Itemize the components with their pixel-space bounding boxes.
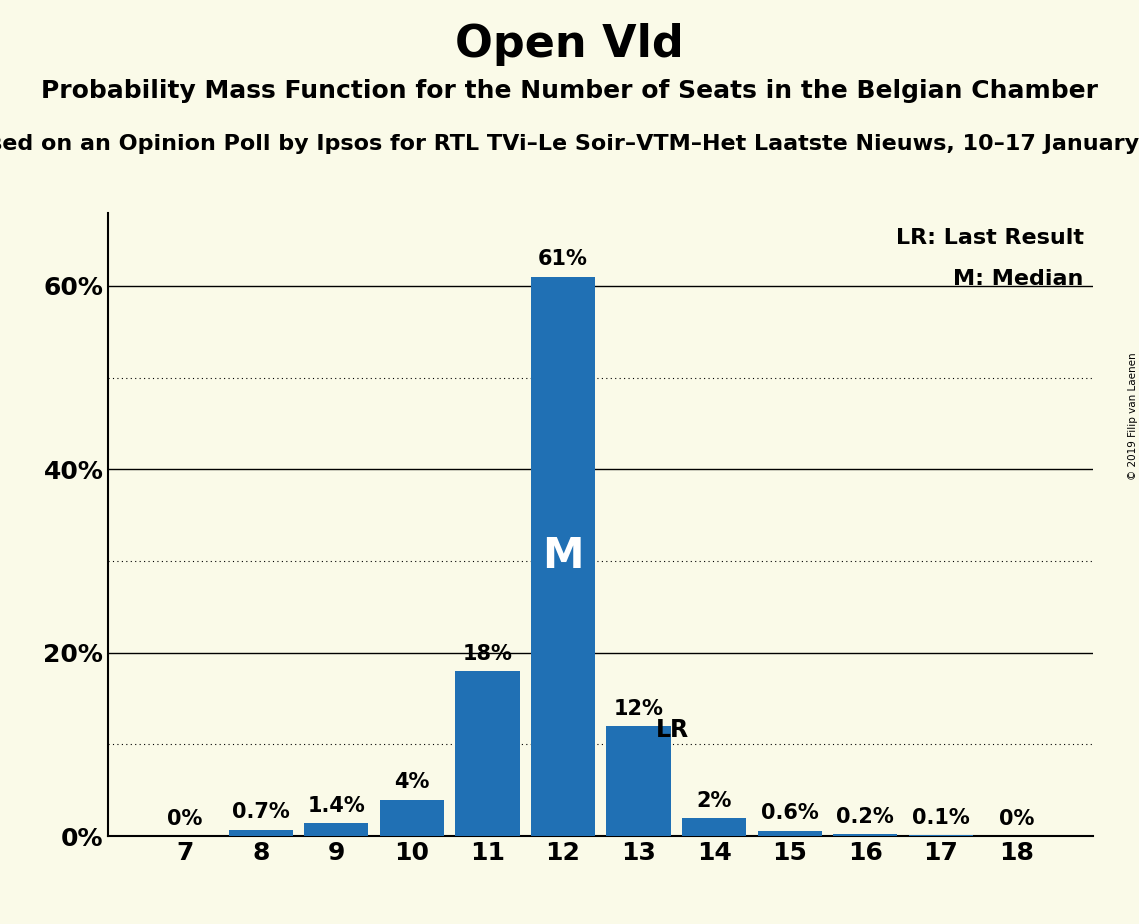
Text: 18%: 18%: [462, 644, 513, 663]
Bar: [682, 818, 746, 836]
Text: 0.1%: 0.1%: [912, 808, 969, 828]
Text: 0.7%: 0.7%: [232, 802, 289, 822]
Text: 0.6%: 0.6%: [761, 803, 819, 823]
Bar: [606, 726, 671, 836]
Text: 12%: 12%: [614, 699, 664, 719]
Bar: [229, 830, 293, 836]
Bar: [456, 671, 519, 836]
Text: Open Vld: Open Vld: [456, 23, 683, 67]
Text: 0%: 0%: [999, 808, 1034, 829]
Text: LR: LR: [656, 718, 689, 742]
Bar: [757, 831, 822, 836]
Text: Probability Mass Function for the Number of Seats in the Belgian Chamber: Probability Mass Function for the Number…: [41, 79, 1098, 103]
Text: © 2019 Filip van Laenen: © 2019 Filip van Laenen: [1129, 352, 1138, 480]
Text: M: M: [542, 536, 584, 578]
Text: M: Median: M: Median: [953, 269, 1083, 288]
Bar: [304, 823, 368, 836]
Text: 4%: 4%: [394, 772, 429, 792]
Text: 0.2%: 0.2%: [836, 807, 894, 827]
Bar: [834, 834, 898, 836]
Text: 61%: 61%: [538, 249, 588, 270]
Text: LR: Last Result: LR: Last Result: [895, 228, 1083, 249]
Text: 0%: 0%: [167, 808, 203, 829]
Bar: [379, 799, 444, 836]
Text: 2%: 2%: [697, 791, 732, 810]
Bar: [531, 276, 596, 836]
Text: Based on an Opinion Poll by Ipsos for RTL TVi–Le Soir–VTM–Het Laatste Nieuws, 10: Based on an Opinion Poll by Ipsos for RT…: [0, 134, 1139, 154]
Text: 1.4%: 1.4%: [308, 796, 366, 816]
